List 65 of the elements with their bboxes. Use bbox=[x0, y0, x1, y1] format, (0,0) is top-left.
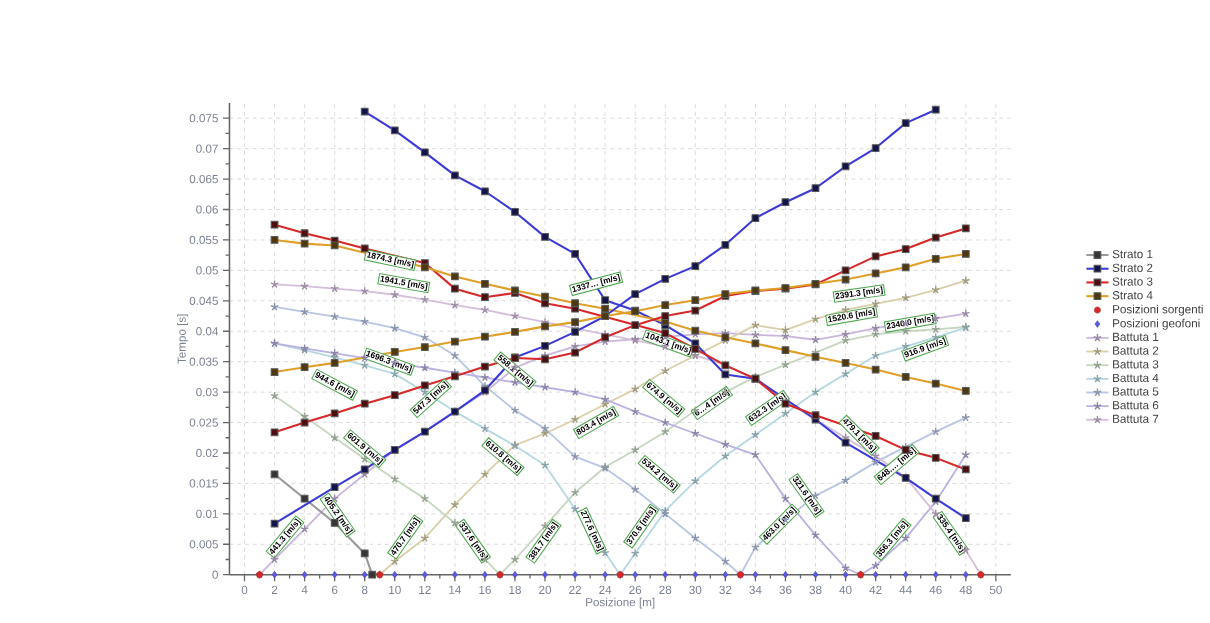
legend-label: Strato 3 bbox=[1112, 277, 1153, 286]
x-tick-label: 20 bbox=[539, 585, 552, 595]
x-tick-label: 48 bbox=[959, 585, 972, 595]
annotation: 916.9 [m/s] bbox=[904, 337, 947, 358]
y-tick-label: 0.005 bbox=[189, 540, 218, 549]
x-tick-label: 34 bbox=[749, 585, 762, 595]
legend-label: Battuta 5 bbox=[1113, 387, 1159, 396]
y-tick-label: 0.035 bbox=[189, 357, 218, 366]
x-tick-label: 26 bbox=[629, 585, 642, 595]
y-tick-label: 0.065 bbox=[189, 174, 218, 184]
legend-label: Battuta 7 bbox=[1113, 414, 1159, 423]
legend-label: Posizioni sorgenti bbox=[1113, 304, 1203, 316]
x-tick-label: 50 bbox=[989, 585, 1002, 595]
x-tick-label: 30 bbox=[689, 585, 702, 595]
legend-label: Battuta 4 bbox=[1113, 373, 1159, 383]
x-tick-label: 36 bbox=[779, 585, 792, 595]
x-tick-label: 40 bbox=[839, 585, 852, 595]
x-tick-label: 42 bbox=[869, 585, 882, 594]
y-tick-label: 0.055 bbox=[189, 235, 218, 245]
annotation: 1337… [m/s] bbox=[572, 273, 621, 293]
annotation: 1043.1 [m/s] bbox=[645, 332, 692, 356]
annotation: 1520.6 [m/s] bbox=[827, 308, 876, 323]
annotation: 2391.3 [m/s] bbox=[835, 286, 884, 299]
x-tick-label: 8 bbox=[361, 585, 368, 595]
y-tick-label: 0 bbox=[212, 570, 218, 579]
y-tick-label: 0.04 bbox=[196, 327, 219, 336]
legend-label: Strato 2 bbox=[1112, 263, 1153, 272]
annotation: 1874.3 [m/s] bbox=[366, 251, 415, 269]
y-tick-label: 0.03 bbox=[196, 387, 218, 397]
x-tick-label: 4 bbox=[301, 585, 308, 594]
annotation: 2340.0 [m/s] bbox=[886, 314, 935, 330]
legend-label: Battuta 1 bbox=[1113, 332, 1159, 342]
y-tick-label: 0.045 bbox=[189, 296, 218, 305]
x-tick-label: 24 bbox=[599, 585, 612, 594]
x-tick-label: 38 bbox=[809, 585, 822, 595]
y-tick-label: 0.06 bbox=[196, 205, 218, 214]
legend-label: Battuta 3 bbox=[1113, 360, 1159, 369]
x-tick-label: 16 bbox=[479, 585, 491, 595]
x-axis-title: Posizione [m] bbox=[586, 597, 655, 609]
y-tick-label: 0.02 bbox=[196, 448, 218, 458]
legend-label: Strato 1 bbox=[1112, 249, 1153, 259]
x-tick-label: 32 bbox=[719, 585, 732, 595]
y-tick-label: 0.015 bbox=[189, 479, 218, 488]
x-tick-label: 10 bbox=[389, 585, 401, 595]
y-tick-label: 0.07 bbox=[196, 144, 218, 153]
legend-label: Battuta 6 bbox=[1113, 401, 1159, 410]
x-tick-label: 12 bbox=[419, 585, 431, 594]
legend-label: Battuta 2 bbox=[1113, 346, 1159, 355]
y-axis-title: Tempo [s] bbox=[177, 314, 189, 364]
annotation: 1941.5 [m/s] bbox=[380, 275, 428, 292]
x-tick-label: 6 bbox=[332, 585, 338, 595]
y-tick-label: 0.075 bbox=[189, 114, 218, 123]
y-tick-label: 0.01 bbox=[196, 509, 218, 518]
legend-label: Posizioni geofoni bbox=[1113, 318, 1200, 330]
y-tick-label: 0.025 bbox=[189, 418, 218, 427]
x-tick-label: 22 bbox=[569, 585, 581, 594]
x-tick-label: 18 bbox=[509, 585, 521, 595]
x-tick-label: 2 bbox=[271, 585, 278, 594]
x-tick-label: 0 bbox=[241, 585, 248, 595]
y-tick-label: 0.05 bbox=[196, 266, 218, 275]
legend-label: Strato 4 bbox=[1112, 291, 1153, 300]
x-tick-label: 28 bbox=[659, 585, 672, 595]
x-tick-label: 46 bbox=[929, 585, 942, 595]
x-tick-label: 44 bbox=[899, 585, 912, 594]
x-tick-label: 14 bbox=[449, 585, 462, 594]
